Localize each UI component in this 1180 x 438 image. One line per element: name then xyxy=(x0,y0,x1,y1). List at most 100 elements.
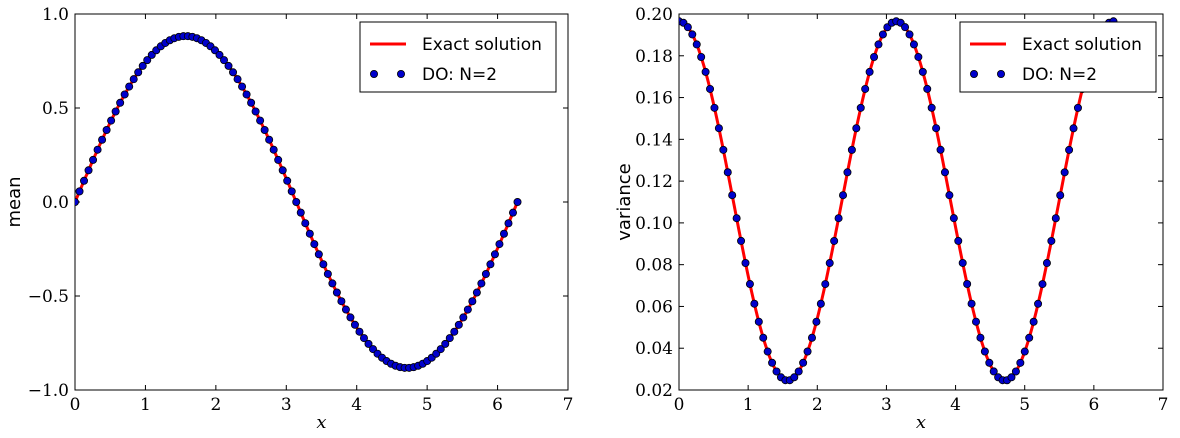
data-point-do xyxy=(138,61,147,70)
x-tick-label: 4 xyxy=(351,395,362,415)
data-point-do xyxy=(314,250,323,259)
data-point-do xyxy=(242,90,251,99)
data-point-do xyxy=(116,98,125,107)
data-point-do xyxy=(1042,259,1051,268)
legend-swatch-marker xyxy=(970,70,979,79)
x-axis-label: x xyxy=(916,412,926,433)
data-point-do xyxy=(972,317,981,326)
data-point-do xyxy=(1007,373,1016,382)
data-point-do xyxy=(129,75,138,84)
x-tick-label: 3 xyxy=(281,395,292,415)
data-point-do xyxy=(274,155,283,164)
data-point-do xyxy=(310,240,319,249)
data-point-do xyxy=(80,176,89,185)
y-tick-label: 0.10 xyxy=(635,214,673,234)
chart-mean: 0 1 2 3 4 5 6 7 −1.0 −0.5 0.0 0.5 1.0 x mean Exact solu… xyxy=(4,5,573,433)
data-point-do xyxy=(737,236,746,245)
data-point-do xyxy=(847,145,856,154)
data-point-do xyxy=(732,214,741,223)
data-point-do xyxy=(89,155,98,164)
data-point-do xyxy=(980,347,989,356)
data-point-do xyxy=(949,214,958,223)
y-tick-label: 0.04 xyxy=(635,339,673,359)
data-point-do xyxy=(839,191,848,200)
y-tick-label: −0.5 xyxy=(28,287,69,307)
legend-swatch-marker xyxy=(997,70,1006,79)
data-point-do xyxy=(445,334,454,343)
data-point-do xyxy=(359,334,368,343)
data-point-do xyxy=(710,103,719,112)
data-point-do xyxy=(706,84,715,93)
data-point-do xyxy=(84,166,93,175)
data-point-do xyxy=(346,313,355,322)
y-tick-label: 0.16 xyxy=(635,89,673,109)
data-point-do xyxy=(861,84,870,93)
data-point-do xyxy=(120,90,129,99)
x-tick-label: 0 xyxy=(70,395,81,415)
data-point-do xyxy=(697,52,706,61)
data-point-do xyxy=(1056,191,1065,200)
data-point-do xyxy=(1016,358,1025,367)
data-point-do xyxy=(954,236,963,245)
data-point-do xyxy=(75,198,79,206)
x-tick-label: 6 xyxy=(492,395,503,415)
y-axis-label: variance xyxy=(614,163,635,241)
x-tick-label: 2 xyxy=(210,395,221,415)
data-point-do xyxy=(1025,333,1034,342)
data-point-do xyxy=(477,279,486,288)
data-point-do xyxy=(976,333,985,342)
data-point-do xyxy=(134,68,143,77)
plot-area xyxy=(679,17,1118,385)
data-point-do xyxy=(269,145,278,154)
y-tick-label: 0.14 xyxy=(635,130,673,150)
data-point-do xyxy=(459,313,468,322)
data-point-do xyxy=(107,116,116,125)
y-tick-label: 0.02 xyxy=(635,381,673,401)
legend-label-exact: Exact solution xyxy=(422,35,542,55)
data-point-do xyxy=(683,23,692,32)
legend: Exact solution DO: N=2 xyxy=(359,21,557,93)
data-point-do xyxy=(350,320,359,329)
y-tick-label: 0.18 xyxy=(635,47,673,67)
data-point-do xyxy=(278,166,287,175)
data-point-do xyxy=(233,75,242,84)
data-point-do xyxy=(481,270,490,279)
x-tick-label: 2 xyxy=(812,395,823,415)
data-point-do xyxy=(821,280,830,289)
y-tick-label: 1.0 xyxy=(42,5,69,25)
data-point-do xyxy=(1051,214,1060,223)
legend-label-do: DO: N=2 xyxy=(1022,65,1097,85)
data-point-do xyxy=(701,67,710,76)
data-point-do xyxy=(1034,299,1043,308)
data-point-do xyxy=(719,145,728,154)
data-point-do xyxy=(260,126,269,135)
data-point-do xyxy=(768,358,777,367)
data-point-do xyxy=(1069,124,1078,133)
x-tick-label: 5 xyxy=(1019,395,1030,415)
data-point-do xyxy=(870,52,879,61)
data-point-do xyxy=(468,297,477,306)
data-point-do xyxy=(830,236,839,245)
data-point-do xyxy=(688,30,697,39)
data-point-do xyxy=(852,124,861,133)
data-point-do xyxy=(251,107,260,116)
data-point-do xyxy=(265,135,274,144)
x-tick-label: 0 xyxy=(674,395,685,415)
y-tick-label: 0.06 xyxy=(635,297,673,317)
y-tick-label: 0.20 xyxy=(635,5,673,25)
x-tick-label: 6 xyxy=(1088,395,1099,415)
plot-area xyxy=(75,32,522,372)
data-point-do xyxy=(750,299,759,308)
y-tick-label: −1.0 xyxy=(28,381,69,401)
data-point-do xyxy=(772,367,781,376)
data-point-do xyxy=(936,145,945,154)
data-point-do xyxy=(1011,367,1020,376)
data-point-do xyxy=(256,116,265,125)
data-point-do xyxy=(927,103,936,112)
legend-box xyxy=(959,21,1157,93)
data-point-do xyxy=(825,259,834,268)
data-point-do xyxy=(909,40,918,49)
legend-label-do: DO: N=2 xyxy=(422,65,497,85)
data-point-do xyxy=(215,50,224,59)
